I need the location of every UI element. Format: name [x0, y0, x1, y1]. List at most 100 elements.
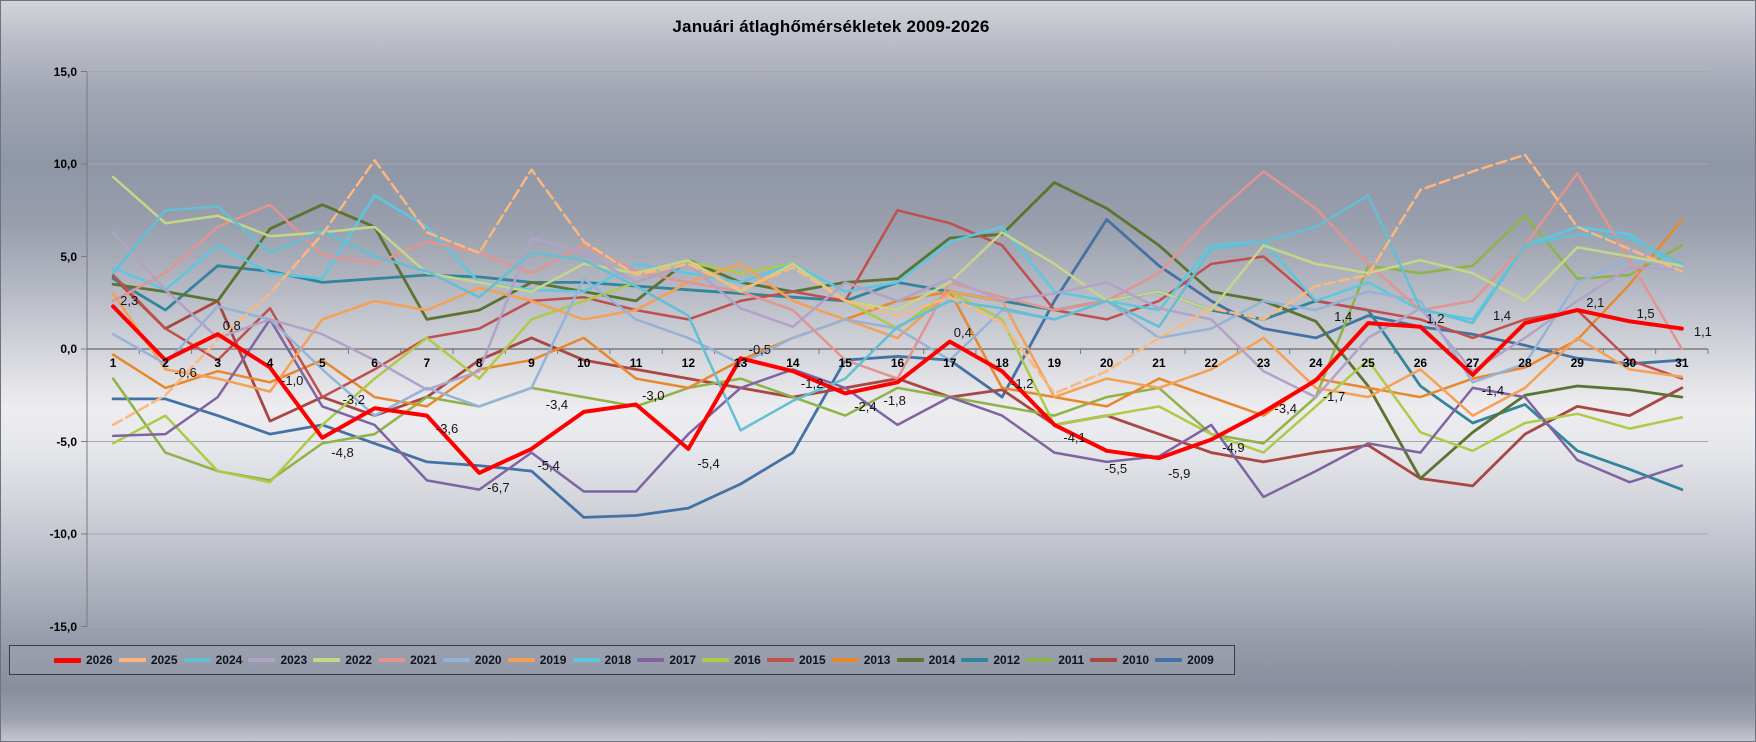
- x-axis-label-25: 25: [1361, 356, 1375, 370]
- data-label-2026-day4: -1,0: [281, 372, 304, 388]
- x-axis-label-26: 26: [1413, 356, 1428, 370]
- legend-item-2021[interactable]: 2021: [378, 653, 443, 667]
- x-axis-label-8: 8: [475, 356, 483, 370]
- data-label-2026-day11: -3,0: [642, 387, 665, 403]
- x-axis-label-14: 14: [786, 356, 800, 370]
- x-axis-label-29: 29: [1570, 356, 1584, 370]
- data-label-2026-day6: -3,2: [342, 392, 365, 408]
- legend-label-2016: 2016: [734, 653, 761, 667]
- legend-label-2015: 2015: [798, 653, 826, 667]
- legend-label-2021: 2021: [410, 653, 437, 667]
- legend-item-2023[interactable]: 2023: [248, 653, 313, 667]
- x-axis-label-23: 23: [1256, 356, 1271, 370]
- y-axis-label--5,0: -5,0: [56, 434, 77, 449]
- data-label-2026-day27: -1,4: [1481, 382, 1505, 398]
- y-axis-label--15,0: -15,0: [49, 619, 77, 634]
- y-axis-label-10,0: 10,0: [53, 157, 77, 171]
- data-label-2026-day2: -0,6: [174, 365, 197, 381]
- x-axis-label-6: 6: [371, 356, 378, 370]
- legend-item-2013[interactable]: 2013: [831, 653, 897, 667]
- series-line-2015[interactable]: [111, 209, 1684, 399]
- x-axis-label-7: 7: [423, 356, 431, 370]
- legend-item-2024[interactable]: 2024: [183, 653, 249, 667]
- series-line-2022[interactable]: [111, 175, 1684, 312]
- legend-item-2010[interactable]: 2010: [1090, 653, 1155, 667]
- legend-item-2017[interactable]: 2017: [637, 653, 702, 667]
- x-axis-label-2: 2: [162, 356, 169, 370]
- x-axis-label-21: 21: [1152, 356, 1166, 370]
- series-line-2020[interactable]: [111, 258, 1684, 417]
- x-axis-label-16: 16: [890, 356, 905, 370]
- legend-label-2012: 2012: [993, 653, 1021, 667]
- data-label-2026-day17: 0,4: [953, 324, 972, 340]
- data-label-2026-day31: 1,1: [1693, 323, 1712, 339]
- x-axis-label-9: 9: [528, 356, 535, 370]
- legend-item-2011[interactable]: 2011: [1026, 653, 1090, 667]
- legend-swatch-2020: [442, 658, 470, 662]
- data-label-2026-day1: 2,3: [120, 293, 139, 309]
- legend-swatch-2017: [637, 658, 665, 662]
- series-line-2024[interactable]: [111, 194, 1684, 432]
- x-axis-label-19: 19: [1047, 356, 1062, 370]
- data-label-2026-day20: -5,5: [1104, 460, 1128, 476]
- legend-item-2016[interactable]: 2016: [702, 653, 767, 667]
- legend-item-2022[interactable]: 2022: [313, 653, 378, 667]
- legend-item-2020[interactable]: 2020: [442, 653, 508, 667]
- series-line-2017[interactable]: [111, 318, 1684, 499]
- legend-swatch-2025: [118, 658, 146, 662]
- y-axis-label-5,0: 5,0: [60, 249, 77, 264]
- data-label-2026-day19: -4,1: [1063, 429, 1086, 445]
- x-axis-label-17: 17: [943, 356, 957, 370]
- legend-label-2013: 2013: [863, 653, 891, 667]
- legend-item-2026[interactable]: 2026: [54, 653, 119, 667]
- data-label-2026-day3: 0,8: [222, 318, 241, 334]
- x-axis-label-4: 4: [266, 356, 274, 370]
- legend-item-2014[interactable]: 2014: [896, 653, 962, 667]
- series-line-2013[interactable]: [111, 218, 1684, 417]
- legend-swatch-2026: [54, 657, 81, 663]
- series-line-2019[interactable]: [111, 262, 1684, 417]
- legend-label-2009: 2009: [1187, 653, 1214, 667]
- legend-swatch-2021: [378, 658, 406, 662]
- legend-label-2026: 2026: [86, 653, 113, 667]
- data-label-2026-day16: -1,8: [883, 393, 906, 409]
- legend-item-2025[interactable]: 2025: [118, 653, 184, 667]
- x-axis-label-18: 18: [995, 356, 1009, 370]
- legend-label-2018: 2018: [604, 653, 632, 667]
- x-axis-label-5: 5: [318, 356, 326, 370]
- legend-label-2025: 2025: [150, 653, 178, 667]
- data-label-2026-day15: -2,4: [854, 399, 877, 415]
- data-label-2026-day12: -5,4: [697, 455, 720, 471]
- series-line-2025[interactable]: [111, 153, 1684, 427]
- x-axis-label-13: 13: [733, 356, 748, 370]
- x-axis-label-1: 1: [109, 356, 117, 370]
- series-line-2026[interactable]: [111, 304, 1684, 475]
- data-label-2026-day26: 1,2: [1426, 310, 1445, 326]
- x-axis-label-10: 10: [577, 356, 591, 370]
- x-axis-label-24: 24: [1309, 356, 1323, 370]
- legend-swatch-2010: [1090, 658, 1118, 662]
- legend-label-2024: 2024: [215, 653, 243, 667]
- legend-item-2009[interactable]: 2009: [1155, 653, 1220, 667]
- data-label-2026-day30: 1,5: [1636, 306, 1655, 322]
- legend-item-2019[interactable]: 2019: [507, 653, 573, 667]
- data-label-2026-day24: -1,7: [1322, 389, 1346, 405]
- legend-item-2018[interactable]: 2018: [572, 653, 638, 667]
- legend-item-2012[interactable]: 2012: [961, 653, 1026, 667]
- x-axis-label-20: 20: [1099, 356, 1114, 370]
- data-label-2026-day10: -3,4: [545, 396, 569, 412]
- legend-swatch-2022: [313, 658, 341, 662]
- legend-item-2015[interactable]: 2015: [766, 653, 832, 667]
- data-label-2026-day5: -4,8: [331, 444, 354, 460]
- legend-label-2014: 2014: [928, 653, 956, 667]
- legend-swatch-2018: [572, 658, 600, 662]
- data-label-2026-day9: -5,4: [537, 457, 560, 473]
- legend-label-2019: 2019: [539, 653, 567, 667]
- legend-label-2017: 2017: [669, 653, 697, 667]
- legend-swatch-2016: [702, 658, 730, 662]
- legend-label-2022: 2022: [345, 653, 372, 667]
- legend-swatch-2012: [961, 658, 989, 662]
- series-line-2011[interactable]: [111, 214, 1684, 482]
- legend-swatch-2011: [1026, 658, 1054, 662]
